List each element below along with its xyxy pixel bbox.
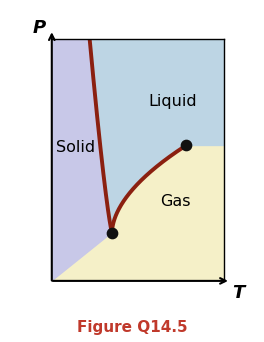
Polygon shape [52, 39, 112, 281]
Point [110, 230, 114, 235]
Point [184, 143, 188, 148]
Text: P: P [33, 18, 46, 37]
Text: T: T [233, 284, 245, 302]
Text: Gas: Gas [161, 194, 191, 209]
Polygon shape [90, 39, 224, 233]
Text: Figure Q14.5: Figure Q14.5 [77, 320, 187, 335]
Text: Liquid: Liquid [148, 94, 197, 109]
Text: Solid: Solid [56, 140, 96, 155]
